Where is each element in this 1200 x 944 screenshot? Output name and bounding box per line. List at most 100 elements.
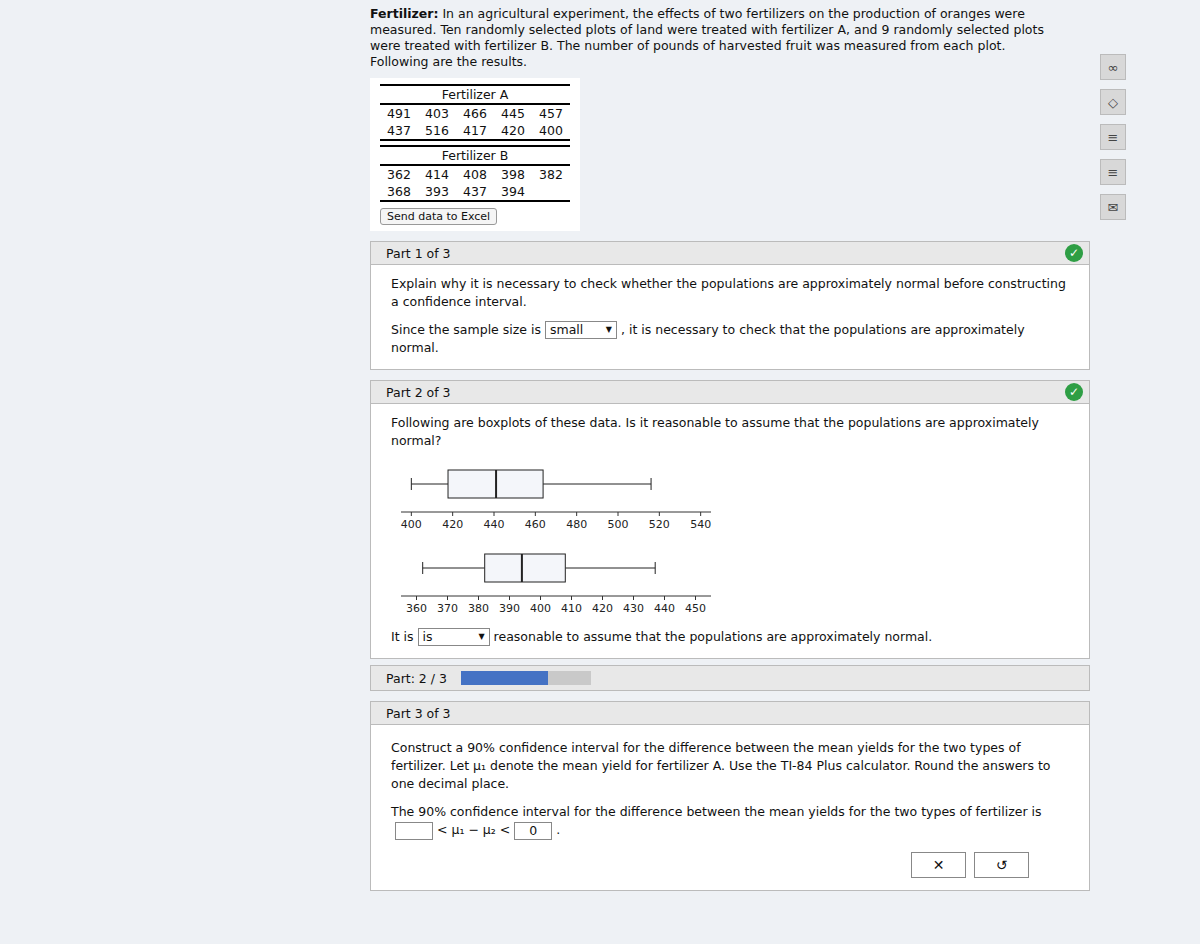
panel-header: Part 2 of 3 ✓ <box>371 381 1089 404</box>
answer-blank[interactable]: 0 <box>514 822 552 840</box>
icon-button[interactable]: ✉ <box>1100 194 1126 220</box>
question: Following are boxplots of these data. Is… <box>391 414 1069 450</box>
x-tick <box>447 596 448 600</box>
x-tick-label: 460 <box>525 518 546 531</box>
question: Explain why it is necessary to check whe… <box>391 275 1069 311</box>
x-tick <box>416 596 417 600</box>
x-tick <box>659 512 660 516</box>
dropdown[interactable]: is▼ <box>418 628 490 646</box>
x-tick-label: 500 <box>608 518 629 531</box>
table-row: 368393437394 <box>380 183 570 201</box>
x-tick-label: 440 <box>654 602 675 615</box>
box <box>448 470 543 498</box>
table-cell: 420 <box>494 122 532 140</box>
table-cell: 394 <box>494 183 532 201</box>
panel-header: Part 1 of 3 ✓ <box>371 242 1089 265</box>
x-tick-label: 440 <box>484 518 505 531</box>
icon-button[interactable]: ≡ <box>1100 159 1126 185</box>
question: Construct a 90% confidence interval for … <box>391 739 1069 793</box>
data-tables: Fertilizer A4914034664454574375164174204… <box>370 78 580 231</box>
table-cell: 516 <box>418 122 456 140</box>
panel-label: Part 2 of 3 <box>386 385 451 400</box>
table-cell: 491 <box>380 104 418 122</box>
x-tick <box>633 596 634 600</box>
icon-bar: ∞ ◇ ≡ ≡ ✉ <box>1100 54 1126 220</box>
table-cell: 398 <box>494 165 532 183</box>
data-table: Fertilizer A4914034664454574375164174204… <box>380 84 570 141</box>
panel-label: Part 1 of 3 <box>386 246 451 261</box>
answer-text: is <box>404 629 414 644</box>
header: Fertilizer: In an agricultural experimen… <box>370 6 1050 70</box>
dropdown-value: small <box>550 322 583 337</box>
table-title: Fertilizer A <box>380 85 570 104</box>
icon-button[interactable]: ≡ <box>1100 124 1126 150</box>
answer-text: < μ₁ − μ₂ < <box>437 822 510 837</box>
question-text: denote the mean yield for fertilizer A. … <box>391 758 1051 791</box>
dropdown-arrow: ▼ <box>606 322 612 338</box>
x-tick-label: 480 <box>566 518 587 531</box>
panel: Part 1 of 3 ✓ Explain why it is necessary … <box>370 241 1090 370</box>
action-button[interactable]: ↺ <box>974 852 1029 878</box>
x-tick <box>700 512 701 516</box>
table-row: 362414408398382 <box>380 165 570 183</box>
panel-body: Explain why it is necessary to check whe… <box>371 265 1089 369</box>
answer-text: . <box>556 822 560 837</box>
send-data-button[interactable]: Send data to Excel <box>380 208 497 225</box>
box <box>485 554 566 582</box>
table-row: 437516417420400 <box>380 122 570 140</box>
median <box>521 554 523 582</box>
cap-high <box>651 478 652 490</box>
table-cell: 445 <box>494 104 532 122</box>
check-mark: ✓ <box>1065 244 1083 262</box>
answer: It isis▼reasonable to assume that the po… <box>391 628 1069 646</box>
answer-text: Since the sample size is <box>391 322 541 337</box>
table-title-row: Fertilizer B <box>380 146 570 165</box>
x-tick-label: 430 <box>623 602 644 615</box>
x-tick-label: 410 <box>561 602 582 615</box>
panel-body: Following are boxplots of these data. Is… <box>371 404 1089 658</box>
whisker-high <box>565 568 655 569</box>
table-cell: 393 <box>418 183 456 201</box>
x-tick <box>540 596 541 600</box>
x-tick-label: 420 <box>592 602 613 615</box>
answer: The 90% confidence interval for the diff… <box>391 803 1069 840</box>
panel-header: Part 3 of 3 <box>371 702 1089 725</box>
table-cell: 437 <box>456 183 494 201</box>
table-cell: 408 <box>456 165 494 183</box>
table-cell: 437 <box>380 122 418 140</box>
progress-bar <box>461 671 591 685</box>
x-tick <box>535 512 536 516</box>
x-tick-label: 520 <box>649 518 670 531</box>
panel: Part 2 of 3 ✓ Following are boxplots of th… <box>370 380 1090 659</box>
question-text: interval. <box>475 294 527 309</box>
table-cell: 414 <box>418 165 456 183</box>
x-tick-label: 360 <box>406 602 427 615</box>
x-tick-label: 370 <box>437 602 458 615</box>
table-cell: 457 <box>532 104 570 122</box>
x-tick <box>695 596 696 600</box>
icon-button[interactable]: ◇ <box>1100 89 1126 115</box>
action-button[interactable]: ✕ <box>911 852 966 878</box>
plot-area <box>423 554 656 582</box>
table-row: 491403466445457 <box>380 104 570 122</box>
x-tick-label: 400 <box>530 602 551 615</box>
x-tick <box>452 512 453 516</box>
x-tick <box>509 596 510 600</box>
dropdown[interactable]: small ▼ <box>545 321 617 339</box>
dropdown-arrow: ▼ <box>478 629 484 645</box>
x-tick-label: 540 <box>690 518 711 531</box>
answer-text: reasonable to assume that the population… <box>494 629 933 644</box>
check-mark: ✓ <box>1065 383 1083 401</box>
plot-area <box>411 470 651 498</box>
whisker-low <box>423 568 485 569</box>
answer-blank[interactable] <box>395 822 433 840</box>
whisker-low <box>411 484 448 485</box>
panel: Part 3 of 3 Construct a 90% confidence in… <box>370 701 1090 891</box>
x-tick-label: 400 <box>401 518 422 531</box>
x-tick <box>602 596 603 600</box>
table-title: Fertilizer B <box>380 146 570 165</box>
table-title-row: Fertilizer A <box>380 85 570 104</box>
icon-button[interactable]: ∞ <box>1100 54 1126 80</box>
x-tick-label: 390 <box>499 602 520 615</box>
cap-low <box>411 478 412 490</box>
